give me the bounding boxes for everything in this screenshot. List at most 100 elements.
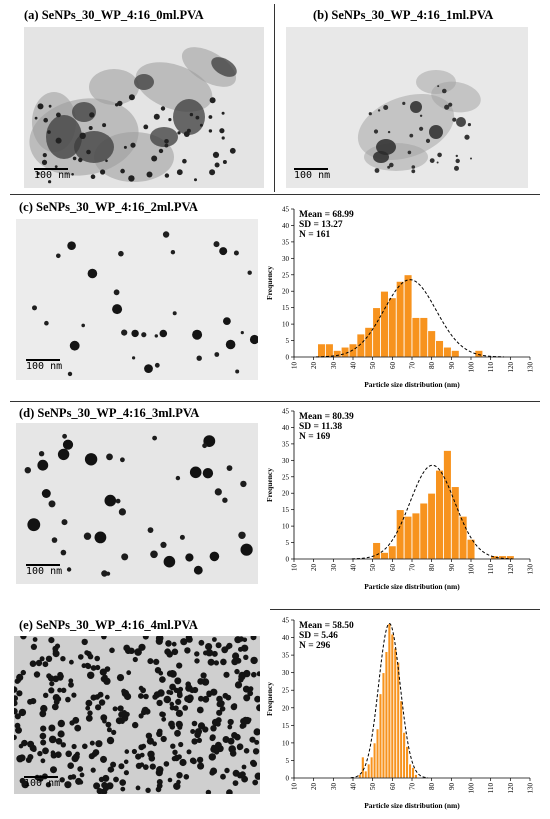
nanoparticle [205, 643, 213, 651]
nanoparticle [37, 750, 43, 757]
histogram-bar [363, 770, 368, 779]
nanoparticle [64, 781, 72, 789]
y-tick-label: 35 [282, 652, 290, 660]
nanoparticle [115, 103, 119, 107]
nanoparticle [444, 104, 450, 110]
x-tick-label: 120 [507, 564, 515, 575]
nanoparticle [93, 782, 101, 790]
x-tick-label: 80 [428, 783, 436, 791]
nanoparticle [105, 159, 108, 163]
nanoparticle [105, 666, 111, 672]
nanoparticle [102, 774, 110, 782]
nanoparticle [68, 678, 74, 684]
nanoparticle [120, 168, 125, 174]
histogram-bar [360, 756, 365, 779]
histogram-bar [364, 327, 374, 358]
histogram-bar [380, 290, 389, 358]
panel-title-c: (c) SeNPs_30_WP_4:16_2ml.PVA [19, 200, 198, 214]
nanoparticle [14, 678, 20, 684]
nanoparticle [158, 148, 164, 154]
nanoparticle [223, 671, 230, 678]
nanoparticle [197, 762, 205, 770]
normal-fit-curve [351, 464, 513, 560]
nanoparticle [41, 489, 51, 498]
nanoparticle [240, 543, 253, 556]
x-tick-label: 70 [409, 564, 417, 572]
y-tick-label: 35 [282, 440, 290, 448]
nanoparticle [132, 721, 139, 729]
nanoparticle [48, 675, 55, 682]
nanoparticle [156, 699, 163, 707]
aggregate [46, 115, 82, 159]
nanoparticle [90, 665, 97, 671]
x-tick-label: 100 [468, 362, 476, 373]
nanoparticle [180, 638, 188, 646]
nanoparticle [175, 475, 181, 481]
nanoparticle [254, 695, 260, 703]
nanoparticle [15, 726, 22, 734]
nanoparticle [234, 636, 242, 644]
nanoparticle [250, 656, 258, 665]
nanoparticle [158, 670, 164, 676]
nanoparticle [256, 704, 260, 712]
nanoparticle [194, 658, 200, 664]
nanoparticle [243, 654, 249, 660]
nanoparticle [209, 734, 216, 741]
nanoparticle [236, 743, 244, 750]
nanoparticle [66, 567, 72, 572]
histogram-bar [366, 763, 371, 779]
x-tick-label: 60 [389, 362, 397, 370]
nanoparticle [249, 736, 256, 743]
nanoparticle [176, 772, 183, 779]
nanoparticle [112, 706, 118, 712]
nanoparticle [146, 171, 153, 178]
nanoparticle [176, 754, 182, 760]
nanoparticle [44, 320, 49, 326]
nanoparticle [54, 165, 58, 169]
nanoparticle [51, 703, 59, 711]
y-tick-label: 20 [282, 490, 290, 498]
nanoparticle [387, 165, 391, 169]
divider-ab-c [10, 194, 540, 195]
nanoparticle [45, 782, 52, 788]
x-tick-label: 130 [527, 362, 535, 373]
nanoparticle [149, 763, 156, 770]
nanoparticle [60, 656, 66, 662]
x-tick-label: 40 [350, 564, 358, 572]
nanoparticle [123, 759, 129, 765]
nanoparticle [138, 713, 144, 719]
nanoparticle [107, 738, 113, 743]
x-tick-label: 10 [291, 362, 299, 370]
nanoparticle [90, 174, 96, 179]
nanoparticle [83, 532, 92, 540]
nanoparticle [40, 725, 47, 732]
nanoparticle [227, 737, 235, 745]
nanoparticle [71, 692, 77, 698]
aggregate [94, 132, 174, 182]
histogram-bar [443, 346, 452, 358]
nanoparticle [90, 767, 96, 773]
nanoparticle [124, 647, 132, 654]
nanoparticle [199, 123, 203, 127]
nanoparticle [39, 732, 47, 740]
nanoparticle [213, 241, 220, 248]
nanoparticle [214, 352, 220, 357]
nanoparticle [191, 738, 198, 745]
x-tick-label: 30 [330, 564, 338, 572]
nanoparticle [254, 772, 260, 780]
nanoparticle [205, 649, 214, 657]
nanoparticle [167, 777, 173, 783]
x-tick-label: 130 [527, 564, 535, 575]
nanoparticle [71, 743, 77, 750]
nanoparticle [14, 713, 21, 720]
nanoparticle [56, 253, 61, 259]
nanoparticle [212, 637, 217, 642]
aggregate [373, 151, 389, 163]
tem-image-c: 100 nm [16, 219, 258, 380]
nanoparticle [176, 662, 183, 669]
histogram-bar [358, 774, 362, 779]
y-tick-label: 20 [282, 704, 290, 712]
nanoparticle [55, 738, 63, 745]
x-tick-label: 110 [487, 362, 495, 373]
scale-bar-label: 100 nm [26, 566, 63, 577]
